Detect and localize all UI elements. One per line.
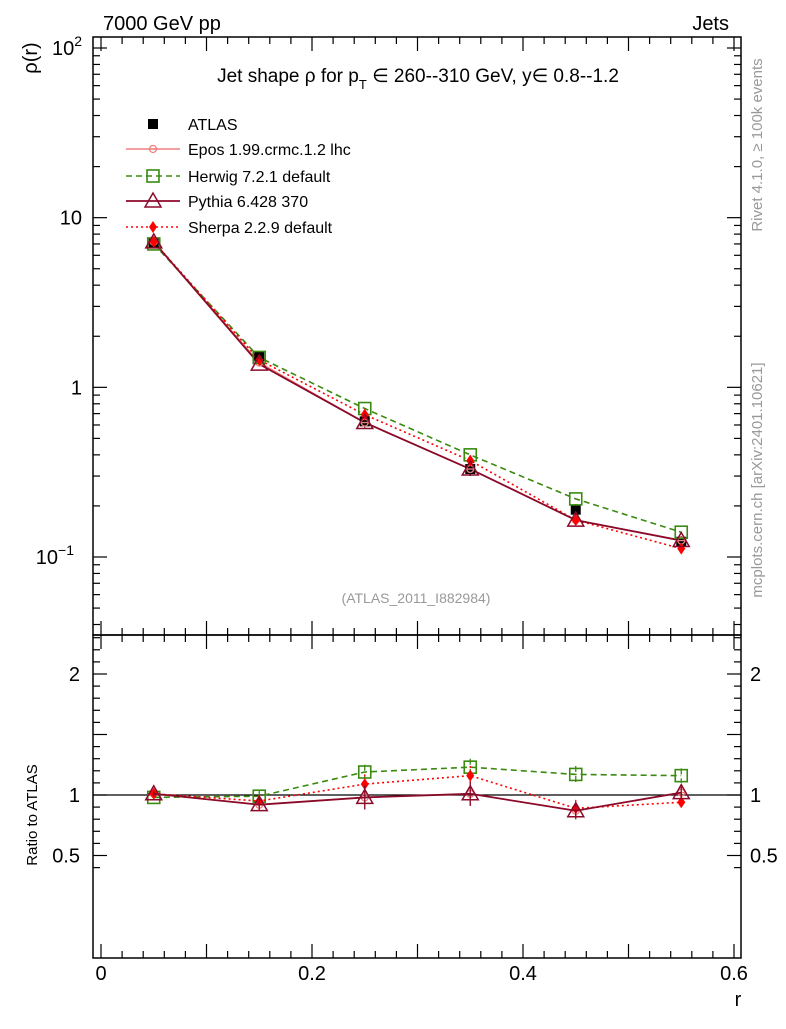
x-tick-label: 0.6 bbox=[720, 963, 748, 985]
ratio-point-pythia bbox=[144, 784, 164, 801]
ratio-point-herwig bbox=[568, 767, 583, 782]
main-point-pythia bbox=[566, 510, 586, 527]
rivet-version-label: Rivet 4.1.0, ≥ 100k events bbox=[749, 58, 766, 231]
main-y-tick-label: 1 bbox=[71, 377, 82, 399]
main-y-tick-label: 10 bbox=[60, 208, 82, 230]
legend-marker-pythia bbox=[143, 191, 163, 208]
legend-label-herwig: Herwig 7.2.1 default bbox=[188, 169, 331, 186]
ratio-y-tick-label: 1 bbox=[69, 785, 80, 807]
ratio-y-tick-label: 0.5 bbox=[52, 846, 80, 868]
ratio-point-pythia bbox=[355, 787, 375, 805]
x-tick-label: 0 bbox=[95, 963, 106, 985]
main-line-sherpa bbox=[153, 241, 682, 550]
ratio-point-pythia bbox=[566, 801, 586, 818]
ratio-y-tick-label: 2 bbox=[69, 664, 80, 686]
ratio-line-herwig bbox=[153, 766, 682, 799]
ratio-y-tick-label-right: 2 bbox=[750, 664, 761, 686]
ratio-point-sherpa bbox=[360, 778, 369, 791]
main-y-axis: 102 10 1 10−1 bbox=[36, 33, 741, 626]
ratio-point-herwig bbox=[357, 765, 372, 779]
ratio-point-pythia bbox=[460, 784, 480, 801]
header-right-label: Jets bbox=[692, 13, 729, 35]
legend: ATLAS Epos 1.99.crmc.1.2 lhc Herwig 7.2.… bbox=[188, 117, 351, 237]
data-point-atlas bbox=[570, 504, 581, 515]
ratio-line-pythia bbox=[153, 791, 682, 812]
legend-marker-sherpa bbox=[149, 221, 157, 233]
main-series bbox=[144, 232, 691, 555]
main-y-tick-label: 102 bbox=[52, 33, 82, 60]
main-point-herwig bbox=[674, 525, 689, 540]
main-point-pythia bbox=[671, 531, 691, 548]
legend-label-pythia: Pythia 6.428 370 bbox=[188, 194, 308, 211]
x-axis-label: r bbox=[735, 989, 742, 1011]
main-point-pythia bbox=[249, 354, 269, 371]
data-point-atlas bbox=[676, 536, 687, 547]
main-point-sherpa bbox=[677, 542, 686, 555]
data-point-atlas bbox=[359, 416, 370, 427]
chart-title: Jet shape ρ for pT ∈ 260--310 GeV, y∈ 0.… bbox=[217, 66, 619, 92]
y-axis-label: ρ(r) bbox=[20, 42, 42, 73]
x-tick-label: 0.4 bbox=[509, 963, 537, 985]
main-point-pythia bbox=[355, 413, 375, 430]
main-line-herwig bbox=[153, 243, 682, 533]
legend-marker-atlas bbox=[148, 119, 158, 129]
x-tick-label: 0.2 bbox=[298, 963, 326, 985]
main-point-herwig bbox=[568, 492, 583, 506]
ratio-point-pythia bbox=[249, 795, 269, 812]
ratio-series bbox=[144, 758, 691, 820]
analysis-label: (ATLAS_2011_I882984) bbox=[342, 590, 491, 606]
ratio-point-herwig bbox=[674, 768, 689, 783]
x-axis: 0 0.2 0.4 0.6 bbox=[95, 37, 748, 985]
mcplots-label: mcplots.cern.ch [arXiv:2401.10621] bbox=[749, 362, 766, 597]
legend-label-sherpa: Sherpa 2.2.9 default bbox=[188, 220, 333, 237]
ratio-point-pythia bbox=[671, 783, 691, 800]
main-point-pythia bbox=[144, 232, 164, 249]
ratio-axis-label: Ratio to ATLAS bbox=[24, 764, 41, 865]
ratio-point-sherpa bbox=[466, 769, 475, 782]
legend-marker-herwig bbox=[146, 169, 160, 183]
main-y-tick-label: 10−1 bbox=[36, 542, 74, 569]
main-point-sherpa bbox=[255, 353, 264, 366]
legend-marks bbox=[126, 119, 180, 233]
legend-label-atlas: ATLAS bbox=[188, 117, 238, 134]
main-point-pythia bbox=[460, 459, 480, 476]
header-left-label: 7000 GeV pp bbox=[103, 13, 221, 35]
main-line-pythia bbox=[153, 241, 682, 542]
ratio-y-tick-label-right: 0.5 bbox=[750, 846, 778, 868]
ratio-y-tick-label-right: 1 bbox=[750, 785, 761, 807]
legend-label-epos: Epos 1.99.crmc.1.2 lhc bbox=[188, 142, 351, 159]
